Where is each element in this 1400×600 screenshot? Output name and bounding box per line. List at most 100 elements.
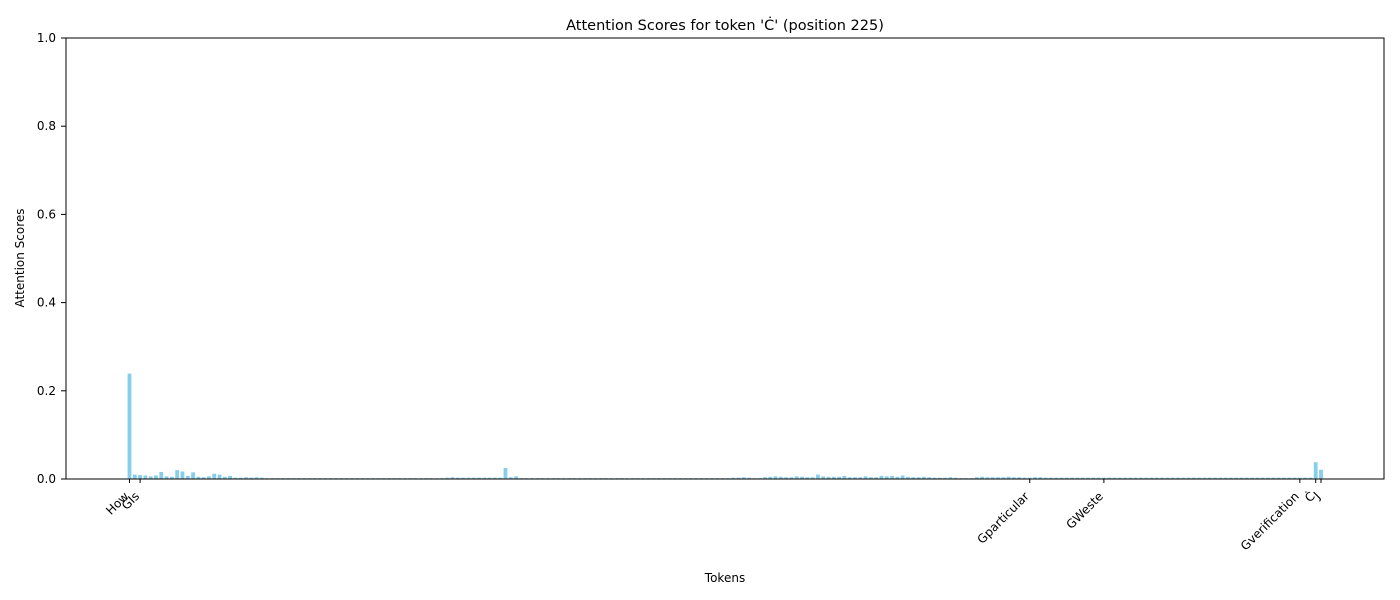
- bar-211: [1239, 477, 1244, 479]
- bar-173: [1038, 477, 1043, 479]
- bar-123: [773, 476, 778, 479]
- bar-132: [821, 476, 826, 479]
- bar-9: [169, 476, 174, 479]
- bar-150: [916, 477, 921, 479]
- bar-139: [858, 477, 863, 479]
- bar-128: [800, 476, 804, 479]
- bar-191: [1133, 477, 1138, 479]
- bar-183: [1091, 477, 1096, 479]
- bar-210: [1234, 477, 1239, 479]
- bar-131: [816, 474, 820, 479]
- bar-4: [143, 475, 148, 479]
- bar-65: [466, 477, 471, 479]
- bar-21: [233, 477, 238, 479]
- bar-20: [228, 475, 233, 479]
- bar-116: [736, 477, 741, 479]
- bar-11: [180, 471, 185, 479]
- bar-67: [477, 477, 481, 479]
- bar-1: [127, 373, 132, 479]
- bar-226: [1319, 469, 1323, 479]
- bar-204: [1202, 477, 1207, 479]
- bar-14: [196, 476, 201, 479]
- y-tick-label-2: 0.2: [37, 384, 56, 398]
- bar-161: [974, 477, 979, 479]
- bar-164: [990, 477, 995, 479]
- bar-129: [805, 477, 810, 479]
- x-tick-label-4: GWeste: [1063, 489, 1106, 532]
- bar-198: [1170, 477, 1175, 479]
- bar-138: [853, 477, 857, 479]
- bar-125: [784, 477, 789, 479]
- y-tick-label-3: 0.4: [37, 296, 56, 310]
- bar-162: [980, 476, 984, 479]
- bar-189: [1123, 477, 1127, 479]
- bar-175: [1049, 477, 1053, 479]
- y-tick-label-1: 0.0: [37, 472, 56, 486]
- bar-193: [1144, 477, 1149, 479]
- bar-167: [1006, 476, 1011, 479]
- bar-157: [953, 477, 958, 479]
- bar-140: [863, 476, 868, 479]
- bar-13: [191, 472, 195, 479]
- bar-220: [1287, 477, 1292, 479]
- bar-168: [1011, 477, 1016, 479]
- bar-25: [254, 477, 259, 479]
- bar-6: [154, 475, 158, 479]
- bar-221: [1292, 477, 1297, 479]
- bar-199: [1176, 477, 1180, 479]
- bar-7: [159, 471, 164, 479]
- bar-124: [778, 476, 783, 479]
- bar-115: [731, 477, 736, 479]
- bar-19: [222, 476, 227, 479]
- bar-126: [789, 477, 794, 479]
- bar-73: [508, 477, 513, 479]
- bar-190: [1128, 477, 1133, 479]
- bar-146: [895, 476, 900, 479]
- bar-152: [927, 477, 932, 479]
- bar-172: [1033, 477, 1037, 479]
- bar-17: [212, 473, 217, 479]
- bar-196: [1160, 477, 1165, 479]
- bar-147: [900, 475, 905, 479]
- bar-202: [1192, 477, 1196, 479]
- bar-206: [1213, 477, 1217, 479]
- bar-179: [1070, 477, 1075, 479]
- bar-62: [450, 477, 455, 479]
- bar-8: [164, 476, 169, 479]
- bar-208: [1223, 477, 1228, 479]
- bar-151: [921, 476, 926, 479]
- bar-15: [201, 477, 206, 479]
- bar-156: [948, 477, 953, 479]
- bar-219: [1282, 477, 1286, 479]
- bar-176: [1054, 477, 1059, 479]
- bar-181: [1080, 477, 1085, 479]
- y-axis: 0.0 0.2 0.4 0.6 0.8 1.0: [37, 31, 66, 486]
- bar-212: [1244, 477, 1249, 479]
- bar-22: [238, 477, 243, 479]
- bar-145: [890, 475, 894, 479]
- bar-180: [1075, 477, 1080, 479]
- bar-3: [138, 475, 142, 479]
- bar-187: [1112, 477, 1117, 479]
- bar-72: [503, 467, 508, 479]
- bar-163: [985, 477, 990, 479]
- bar-203: [1197, 477, 1202, 479]
- bar-10: [175, 470, 180, 479]
- bar-135: [837, 476, 842, 479]
- bar-177: [1059, 477, 1064, 479]
- bar-170: [1022, 477, 1027, 479]
- bar-154: [937, 477, 942, 479]
- bar-16: [207, 476, 211, 479]
- bar-5: [148, 476, 153, 479]
- bar-223: [1303, 477, 1308, 479]
- bar-127: [794, 476, 799, 479]
- bar-142: [874, 477, 879, 479]
- bar-174: [1043, 477, 1048, 479]
- bar-155: [943, 477, 947, 479]
- bar-61: [445, 477, 450, 479]
- bar-216: [1266, 477, 1270, 479]
- bar-2: [132, 474, 137, 479]
- bar-205: [1207, 477, 1212, 479]
